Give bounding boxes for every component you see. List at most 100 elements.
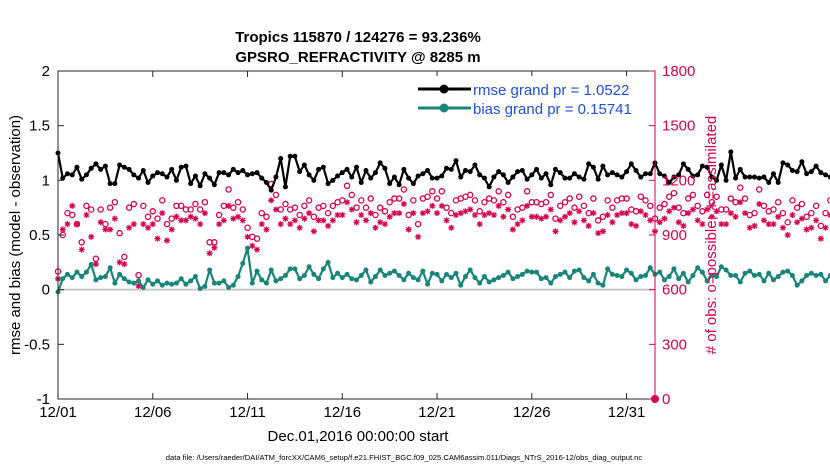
obs-possible-point [272,191,280,199]
obs-possible-point [590,195,597,202]
bias-point [752,272,757,278]
obs-assimilated-point [126,224,133,231]
rmse-point [344,166,350,172]
rmse-point [666,180,672,186]
rmse-point [297,169,303,175]
obs-possible-point [121,253,128,261]
obs-assimilated-point [642,211,649,218]
x-tick-label: 12/16 [324,404,362,421]
obs-assimilated-point [310,228,317,235]
rmse-point [761,174,767,180]
obs-possible-point [144,213,152,221]
rmse-point [699,163,705,169]
obs-assimilated-point [135,283,142,290]
bias-point [391,268,397,274]
bias-point [804,272,810,278]
left-y-axis-ticks: -1 -0.5 0 0.5 1 1.5 2 [24,63,64,408]
rmse-point [410,181,416,187]
obs-assimilated-point [367,210,374,217]
obs-assimilated-point [329,217,336,224]
bias-point [666,274,672,280]
obs-assimilated-point [282,215,289,222]
obs-possible-point [239,206,247,213]
rmse-point [240,167,246,173]
obs-possible-point [125,204,133,211]
obs-assimilated-point [670,204,677,211]
obs-assimilated-point [145,224,152,231]
obs-possible-point [708,198,716,206]
obs-assimilated-point [216,221,223,228]
obs-possible-point [789,197,796,204]
obs-assimilated-point [798,215,805,222]
x-tick-label: 12/21 [418,404,456,421]
obs-possible-point [670,189,678,197]
bias-point [150,281,156,287]
bias-point [785,268,791,274]
obs-assimilated-point [727,210,734,217]
bias-point [524,268,530,274]
bias-point [368,279,374,285]
obs-assimilated-point [97,219,104,226]
obs-assimilated-point [419,210,426,217]
rmse-point [121,164,127,170]
bias-point [733,272,739,278]
bias-point [145,277,151,283]
obs-assimilated-point [424,208,431,215]
right-y-axis-label: # of obs: o=possible; ∗=assimilated [703,116,720,355]
rmse-point [752,174,757,180]
bias-point [377,267,383,273]
bias-point [173,280,179,286]
rmse-point [155,170,160,176]
rmse-point [335,173,341,179]
bias-point [330,275,336,281]
legend-bias-marker [439,103,449,113]
obs-possible-point [395,195,403,202]
obs-assimilated-point [225,202,232,209]
obs-possible-point [476,208,483,215]
obs-possible-point [665,193,673,200]
obs-assimilated-point [358,211,365,218]
bias-point [159,282,165,288]
obs-assimilated-point [481,211,488,218]
rmse-point [808,169,814,175]
obs-assimilated-point [405,226,412,233]
bias-point [491,277,497,283]
bias-point [311,271,317,277]
obs-assimilated-point [386,213,393,220]
rmse-point [567,175,573,181]
x-tick-label: 12/06 [134,404,172,421]
obs-assimilated-point [254,246,260,253]
obs-assimilated-point [301,215,308,222]
rmse-point [60,175,66,181]
rmse-point [254,170,260,176]
bias-point [401,277,407,283]
bias-point [756,271,762,277]
obs-assimilated-point [381,221,388,228]
rmse-point [169,166,175,172]
obs-assimilated-point [415,233,422,240]
obs-assimilated-point [514,221,521,228]
bias-point [823,278,829,284]
bias-point [420,268,426,274]
bias-point [102,274,108,280]
rmse-point [358,180,364,186]
bias-point [406,270,412,276]
obs-assimilated-point [713,208,720,215]
obs-assimilated-point [353,219,360,226]
bias-point [609,271,615,277]
obs-assimilated-point [476,221,483,228]
rmse-point [140,167,146,173]
obs-assimilated-point [83,211,90,218]
obs-possible-point [343,182,351,190]
obs-possible-point [770,206,777,213]
obs-assimilated-point [443,217,450,224]
rmse-point [661,173,667,179]
rmse-point [609,170,615,176]
rmse-point [74,164,80,170]
bias-point [704,278,710,284]
bias-point [718,264,724,270]
rmse-point [226,172,232,178]
obs-assimilated-point [116,259,123,266]
obs-assimilated-point [467,206,474,213]
obs-possible-point [187,206,194,213]
